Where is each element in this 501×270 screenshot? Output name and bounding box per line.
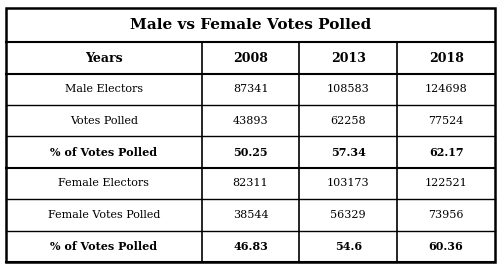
Text: 122521: 122521 xyxy=(425,178,467,188)
Text: 54.6: 54.6 xyxy=(335,241,362,252)
Text: 124698: 124698 xyxy=(425,85,467,94)
Text: 46.83: 46.83 xyxy=(233,241,268,252)
Text: Female Electors: Female Electors xyxy=(58,178,149,188)
Text: 62258: 62258 xyxy=(331,116,366,126)
Text: % of Votes Polled: % of Votes Polled xyxy=(50,147,157,158)
Text: 57.34: 57.34 xyxy=(331,147,366,158)
Text: 2008: 2008 xyxy=(233,52,268,65)
Text: 103173: 103173 xyxy=(327,178,370,188)
Text: 43893: 43893 xyxy=(232,116,269,126)
Text: 108583: 108583 xyxy=(327,85,370,94)
Text: Years: Years xyxy=(85,52,123,65)
Text: 2018: 2018 xyxy=(429,52,463,65)
Text: 60.36: 60.36 xyxy=(429,241,463,252)
Text: 38544: 38544 xyxy=(232,210,269,220)
Text: Votes Polled: Votes Polled xyxy=(70,116,138,126)
Text: 2013: 2013 xyxy=(331,52,366,65)
Text: 73956: 73956 xyxy=(428,210,464,220)
Text: Female Votes Polled: Female Votes Polled xyxy=(48,210,160,220)
Text: 56329: 56329 xyxy=(331,210,366,220)
Text: 77524: 77524 xyxy=(428,116,464,126)
Text: 50.25: 50.25 xyxy=(233,147,268,158)
Text: 87341: 87341 xyxy=(233,85,268,94)
Text: 82311: 82311 xyxy=(232,178,269,188)
Text: Male Electors: Male Electors xyxy=(65,85,143,94)
Text: % of Votes Polled: % of Votes Polled xyxy=(50,241,157,252)
Text: 62.17: 62.17 xyxy=(429,147,463,158)
Text: Male vs Female Votes Polled: Male vs Female Votes Polled xyxy=(130,18,371,32)
